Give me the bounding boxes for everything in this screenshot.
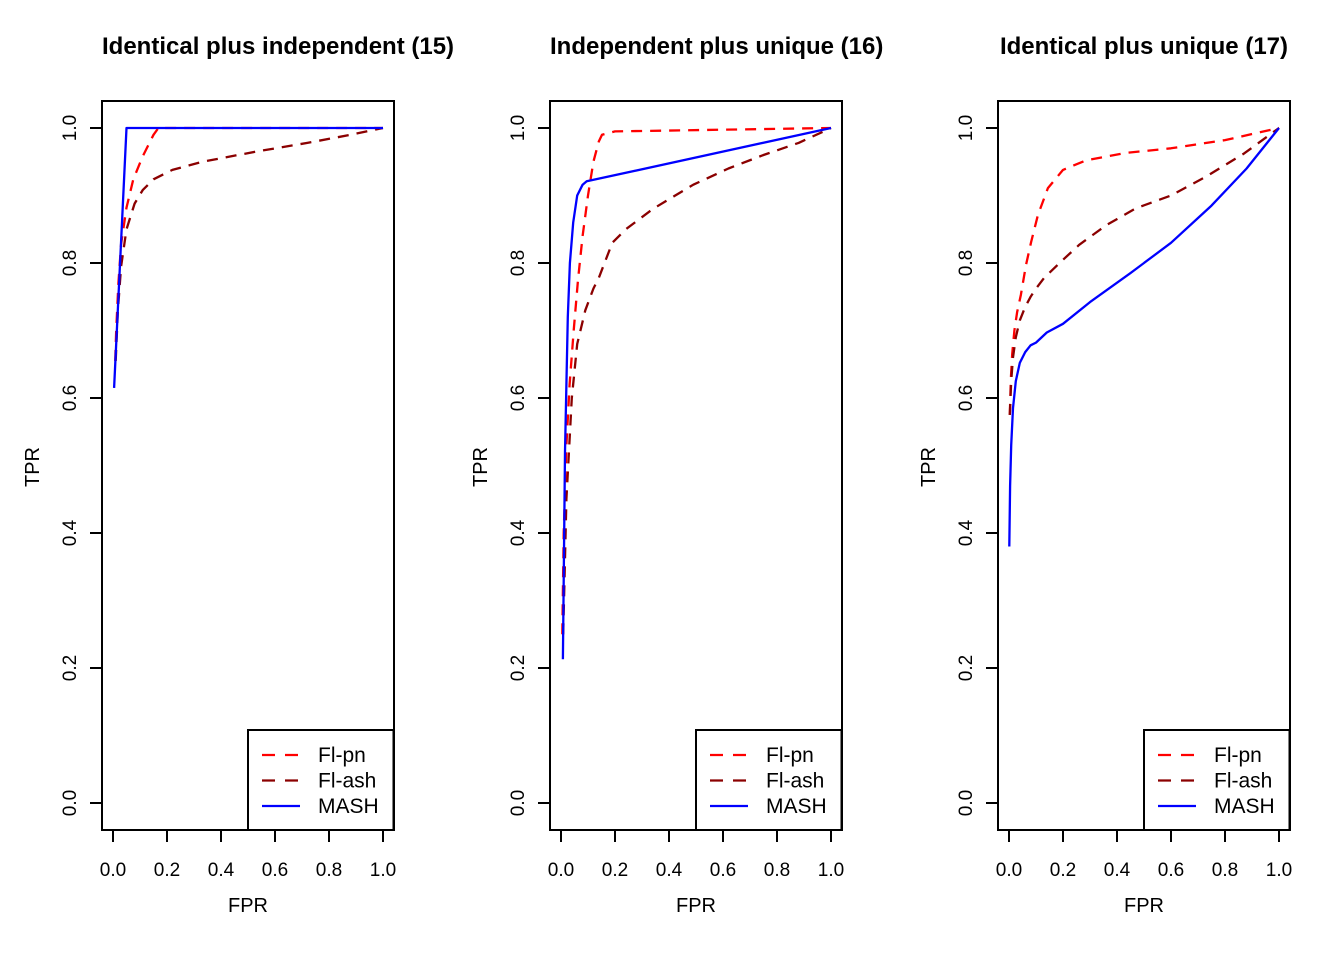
- x-tick-label: 0.8: [764, 860, 790, 881]
- y-tick-label: 0.2: [956, 655, 977, 681]
- legend-box: [247, 729, 395, 831]
- x-tick-label: 0.2: [1050, 860, 1076, 881]
- curve-fl-ash: [114, 126, 384, 361]
- y-tick-label: 0.8: [508, 250, 529, 276]
- y-tick-label: 0.2: [60, 655, 81, 681]
- curve-mash: [561, 126, 832, 660]
- y-tick-label: 0.0: [956, 790, 977, 816]
- plot-box: [101, 100, 395, 831]
- legend-label: Fl-ash: [766, 770, 824, 793]
- panel-identical-plus-unique: Identical plus unique (17) TPR FPR 0.0 0.…: [896, 0, 1344, 960]
- curves: [112, 126, 384, 388]
- legend-label: Fl-pn: [766, 744, 814, 767]
- x-axis-label: FPR: [228, 895, 268, 917]
- roc-plot: 0.0 0.2 0.4 0.6 0.8 1.0 0.0 0.2 0.4 0.6 0.8 1.0 Fl-p…: [956, 100, 1292, 881]
- y-tick-label: 0.4: [956, 519, 977, 546]
- curve-fl-pn: [561, 126, 832, 635]
- x-tick-label: 1.0: [1266, 860, 1292, 881]
- x-tick-label: 0.8: [1212, 860, 1238, 881]
- y-tick-label: 0.4: [508, 519, 529, 546]
- x-axis-label: FPR: [676, 895, 716, 917]
- y-tick-label: 0.4: [60, 519, 81, 546]
- plot-box: [549, 100, 843, 831]
- curve-fl-ash: [1008, 127, 1280, 415]
- legend-label: MASH: [1214, 795, 1275, 818]
- x-tick-label: 0.4: [656, 860, 683, 881]
- panel-title: Independent plus unique (16): [550, 33, 884, 60]
- y-tick-label: 0.6: [60, 385, 81, 411]
- y-tick-label: 0.8: [60, 250, 81, 276]
- panel-independent-plus-unique: Independent plus unique (16) TPR FPR 0.0…: [448, 0, 896, 960]
- y-tick-label: 0.2: [508, 655, 529, 681]
- x-tick-label: 0.6: [1158, 860, 1184, 881]
- y-tick-label: 0.6: [508, 385, 529, 411]
- x-tick-label: 0.6: [710, 860, 736, 881]
- legend-label: Fl-ash: [318, 770, 376, 793]
- curve-fl-pn: [1008, 126, 1280, 415]
- legend-label: Fl-pn: [318, 744, 366, 767]
- y-tick-label: 0.0: [508, 790, 529, 816]
- y-tick-label: 1.0: [60, 115, 81, 141]
- legend-label: MASH: [318, 795, 379, 818]
- legend-label: MASH: [766, 795, 827, 818]
- x-tick-label: 0.0: [996, 860, 1022, 881]
- panel-identical-plus-independent: Identical plus independent (15) TPR FPR …: [0, 0, 454, 960]
- curve-mash: [1008, 127, 1280, 547]
- legend-label: Fl-pn: [1214, 744, 1262, 767]
- x-tick-label: 0.6: [262, 860, 288, 881]
- y-tick-label: 1.0: [508, 115, 529, 141]
- curve-fl-pn: [114, 126, 383, 361]
- x-axis-label: FPR: [1124, 895, 1164, 917]
- y-tick-label: 1.0: [956, 115, 977, 141]
- x-tick-label: 0.4: [1104, 860, 1131, 881]
- x-tick-label: 0.8: [316, 860, 342, 881]
- roc-plot: 0.0 0.2 0.4 0.6 0.8 1.0 0.0 0.2 0.4 0.6 0.8 1.0 Fl-p…: [60, 100, 396, 881]
- x-tick-label: 0.2: [154, 860, 180, 881]
- x-tick-label: 1.0: [818, 860, 844, 881]
- panel-title: Identical plus unique (17): [999, 33, 1289, 60]
- curves: [561, 126, 832, 660]
- x-tick-label: 0.0: [548, 860, 574, 881]
- y-tick-label: 0.6: [956, 385, 977, 411]
- y-tick-label: 0.0: [60, 790, 81, 816]
- curve-fl-ash: [562, 126, 832, 635]
- legend-label: Fl-ash: [1214, 770, 1272, 793]
- plot-box: [997, 100, 1291, 831]
- curves: [1008, 126, 1280, 547]
- roc-plot: 0.0 0.2 0.4 0.6 0.8 1.0 0.0 0.2 0.4 0.6 0.8 1.0 Fl-p…: [508, 100, 844, 881]
- x-tick-label: 0.4: [208, 860, 235, 881]
- y-tick-label: 0.8: [956, 250, 977, 276]
- curve-mash: [112, 126, 383, 388]
- x-tick-label: 1.0: [370, 860, 396, 881]
- x-tick-label: 0.2: [602, 860, 628, 881]
- x-tick-label: 0.0: [100, 860, 126, 881]
